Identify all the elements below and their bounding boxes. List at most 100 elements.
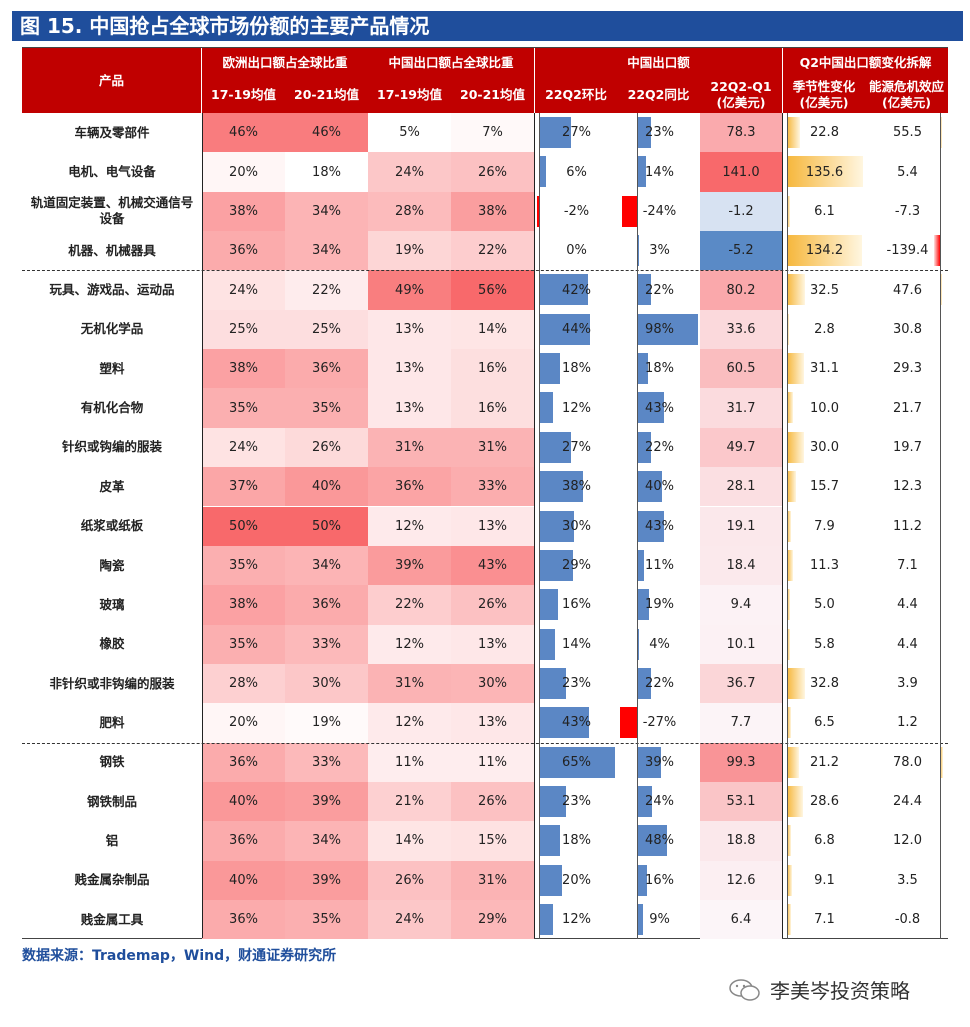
qoq-cell: 0%	[536, 231, 617, 270]
eu-share-2021: 26%	[285, 427, 368, 468]
seasonal-cell-value: 2.8	[814, 321, 835, 337]
energy-cell: 4.4	[867, 625, 948, 664]
product-name: 陶瓷	[99, 557, 125, 573]
qoq-cell-bar	[539, 392, 554, 424]
seasonal-cell-bar	[787, 549, 794, 581]
energy-cell: 47.6	[867, 270, 948, 309]
diff-cell: 18.8	[700, 821, 782, 861]
product-name: 轨道固定装置、机械交通信号设备	[30, 195, 194, 227]
cn-share-1719: 28%	[368, 191, 451, 232]
header-eu-group: 欧洲出口额占全球比重	[202, 48, 368, 77]
qoq-cell-value: 27%	[562, 125, 591, 141]
yoy-cell: 19%	[619, 585, 700, 624]
qoq-cell: 44%	[536, 310, 617, 349]
yoy-cell-value: 22%	[645, 676, 674, 692]
yoy-cell-bar	[637, 353, 649, 385]
eu-share-2021: 19%	[285, 703, 368, 743]
qoq-cell-bar	[539, 353, 561, 385]
energy-cell: -7.3	[867, 192, 948, 231]
eu-share-1719: 20%	[202, 703, 285, 743]
yoy-cell-bar	[637, 785, 652, 817]
eu-share-1719: 50%	[202, 506, 285, 546]
yoy-cell-value: 98%	[645, 321, 674, 337]
seasonal-cell-bar	[787, 195, 791, 227]
yoy-cell-bar	[637, 510, 664, 542]
qoq-cell: 65%	[536, 743, 617, 782]
cn-share-2021: 43%	[451, 545, 534, 586]
qoq-cell-bar	[539, 156, 546, 188]
watermark: 李美岑投资策略	[728, 975, 910, 1004]
seasonal-cell: 15.7	[784, 467, 865, 506]
eu-share-1719: 46%	[202, 113, 285, 153]
cn-share-1719: 26%	[368, 860, 451, 900]
table-row: 钢铁 36% 33% 11% 11% 65% 39% 99.3 21.2 78.0	[22, 742, 948, 782]
product-name: 电机、电气设备	[68, 164, 156, 180]
energy-cell-value: 19.7	[893, 439, 922, 455]
seasonal-cell: 31.1	[784, 349, 865, 388]
eu-share-2021: 18%	[285, 152, 368, 192]
seasonal-cell-bar	[787, 825, 791, 857]
qoq-cell-bar	[539, 667, 566, 699]
yoy-cell-bar	[637, 667, 651, 699]
yoy-cell: 22%	[619, 428, 700, 467]
cn-share-1719: 49%	[368, 270, 451, 310]
seasonal-cell: 21.2	[784, 743, 865, 782]
yoy-cell-value: 22%	[645, 282, 674, 298]
cn-share-2021: 33%	[451, 467, 534, 507]
header-energy-line1: 能源危机效应	[868, 79, 944, 94]
qoq-cell-value: 16%	[562, 597, 591, 613]
seasonal-cell-bar	[787, 431, 804, 463]
seasonal-cell-bar	[787, 589, 790, 621]
table-row: 玩具、游戏品、运动品 24% 22% 49% 56% 42% 22% 80.2 32.5 47.6	[22, 270, 948, 310]
yoy-cell: 40%	[619, 467, 700, 506]
seasonal-cell-value: 135.6	[805, 164, 844, 180]
seasonal-cell: 5.0	[784, 585, 865, 624]
header-diff-line2: (亿美元)	[716, 95, 766, 110]
energy-cell: 12.3	[867, 467, 948, 506]
qoq-cell: 43%	[536, 703, 617, 742]
diff-cell: 7.7	[700, 703, 782, 743]
cn-share-1719: 11%	[368, 742, 451, 782]
eu-share-1719: 40%	[202, 781, 285, 822]
bar-axis	[940, 113, 941, 940]
yoy-cell-value: 11%	[645, 558, 674, 574]
product-name: 钢铁	[99, 754, 125, 770]
eu-share-2021: 36%	[285, 349, 368, 389]
yoy-cell: 22%	[619, 270, 700, 309]
yoy-cell-bar	[637, 746, 662, 778]
product-name: 非针织或非钩编的服装	[49, 675, 175, 691]
seasonal-cell: 11.3	[784, 546, 865, 585]
yoy-cell: 14%	[619, 152, 700, 191]
yoy-cell-value: -24%	[642, 203, 677, 219]
cn-share-2021: 26%	[451, 781, 534, 822]
qoq-cell-bar	[539, 510, 575, 542]
energy-cell-value: 30.8	[893, 321, 922, 337]
yoy-cell: -24%	[619, 192, 700, 231]
yoy-cell-bar	[637, 549, 644, 581]
energy-cell-bar	[940, 117, 943, 148]
header-cn-1719: 17-19均值	[368, 77, 451, 113]
yoy-cell-value: 48%	[645, 833, 674, 849]
eu-share-2021: 33%	[285, 624, 368, 664]
table-row: 轨道固定装置、机械交通信号设备 38% 34% 28% 38% -2% -24% -1.2 6.…	[22, 191, 948, 232]
eu-share-2021: 35%	[285, 388, 368, 428]
table-row: 有机化合物 35% 35% 13% 16% 12% 43% 31.7 10.0 21.7	[22, 388, 948, 428]
cn-share-1719: 12%	[368, 624, 451, 664]
energy-cell-value: 29.3	[893, 361, 922, 377]
header-seasonal: 季节性变化 (亿美元)	[782, 77, 865, 113]
seasonal-cell: 135.6	[784, 152, 865, 191]
yoy-cell-value: -27%	[642, 715, 677, 731]
qoq-cell: 12%	[536, 900, 617, 939]
energy-cell: -0.8	[867, 900, 948, 939]
yoy-cell: 4%	[619, 625, 700, 664]
cn-share-1719: 19%	[368, 231, 451, 271]
product-name: 贱金属杂制品	[74, 872, 150, 888]
qoq-cell-bar	[539, 274, 589, 306]
qoq-cell-value: 65%	[562, 754, 591, 770]
yoy-cell-value: 18%	[645, 361, 674, 377]
table-row: 玻璃 38% 36% 22% 26% 16% 19% 9.4 5.0 4.4	[22, 585, 948, 625]
cn-share-2021: 22%	[451, 231, 534, 271]
diff-cell: 53.1	[700, 781, 782, 822]
watermark-text: 李美岑投资策略	[770, 979, 910, 1003]
energy-cell-value: 12.3	[893, 479, 922, 495]
